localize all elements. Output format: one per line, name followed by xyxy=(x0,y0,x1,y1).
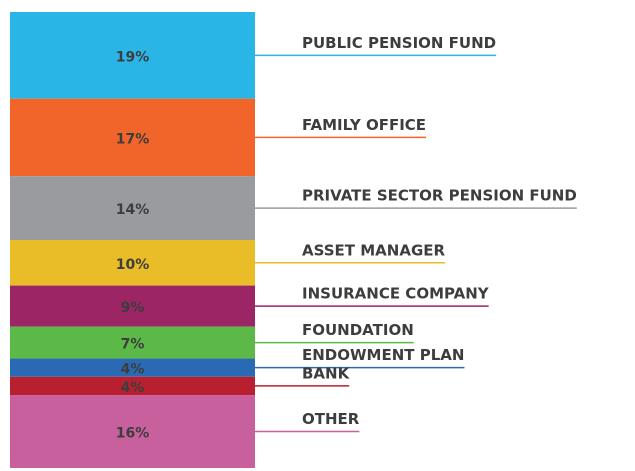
category-label: INSURANCE COMPANY xyxy=(302,285,490,303)
category-label: BANK xyxy=(302,364,351,382)
data-label: 10% xyxy=(116,257,150,273)
segment xyxy=(10,358,255,377)
segment xyxy=(10,12,255,99)
category-label: ASSET MANAGER xyxy=(302,241,445,259)
segment xyxy=(10,395,255,468)
segment xyxy=(10,376,255,396)
data-label: 16% xyxy=(116,426,150,442)
segment xyxy=(10,176,255,240)
category-label: PUBLIC PENSION FUND xyxy=(302,34,496,52)
data-label: 7% xyxy=(121,337,145,353)
category-label: ENDOWMENT PLAN xyxy=(302,346,464,364)
segment xyxy=(10,240,255,286)
data-label: 4% xyxy=(121,362,145,378)
data-label: 19% xyxy=(116,49,150,65)
category-label: OTHER xyxy=(302,410,360,428)
category-label: FOUNDATION xyxy=(302,321,414,339)
category-label: PRIVATE SECTOR PENSION FUND xyxy=(302,187,577,205)
category-label: FAMILY OFFICE xyxy=(302,116,426,134)
data-label: 9% xyxy=(121,300,145,316)
data-label: 17% xyxy=(116,131,150,147)
segment xyxy=(10,285,255,327)
data-label: 14% xyxy=(116,202,150,218)
segment xyxy=(10,326,255,359)
segment xyxy=(10,98,255,177)
data-label: 4% xyxy=(121,380,145,396)
